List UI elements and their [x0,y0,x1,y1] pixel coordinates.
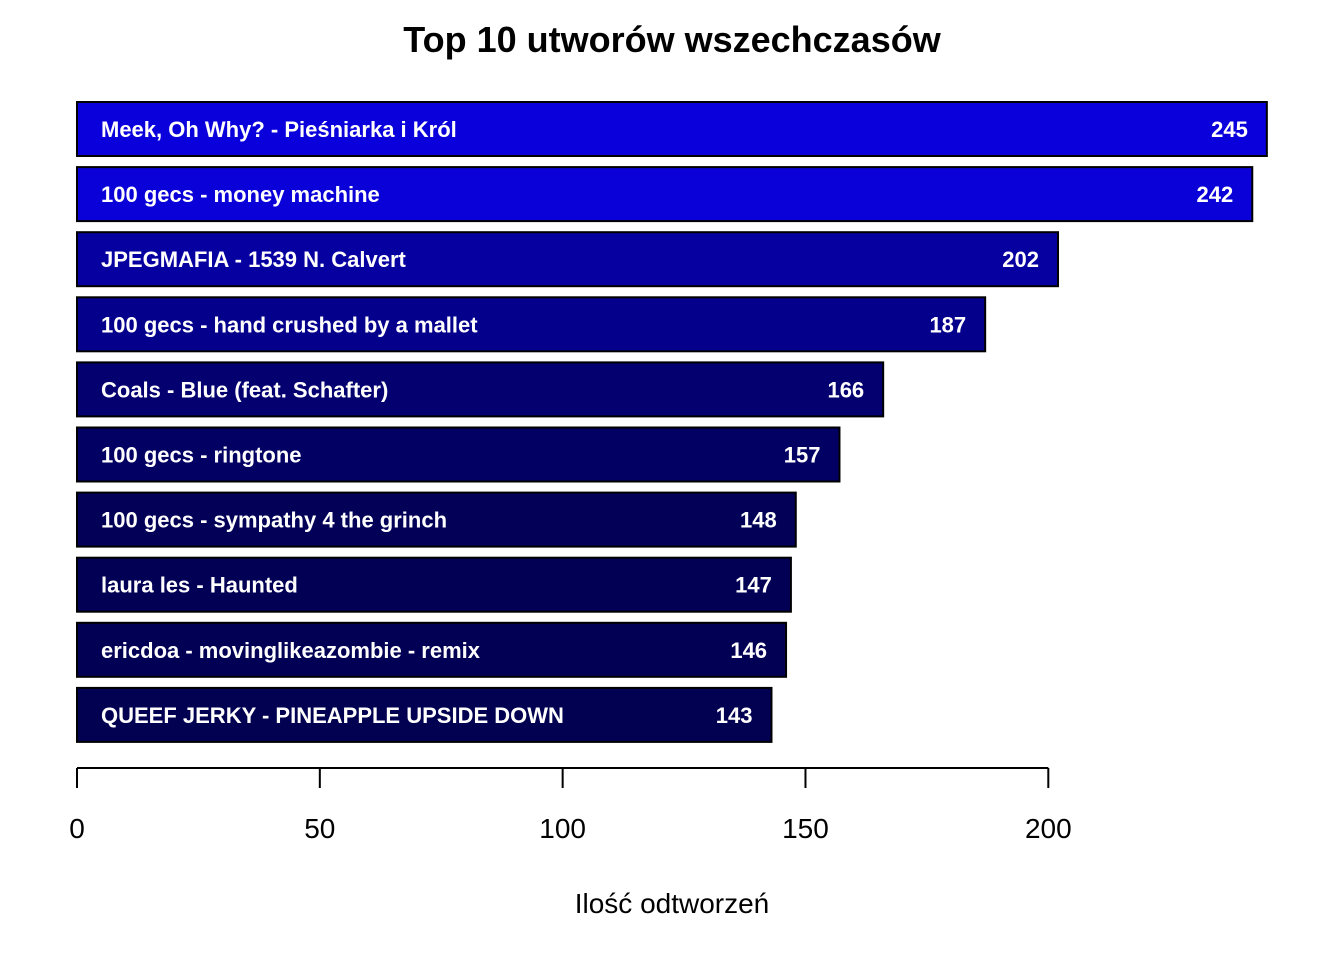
bar-6 [76,426,841,483]
bar-10 [76,686,773,743]
x-tick-label: 0 [69,813,85,844]
chart-title: Top 10 utworów wszechczasów [403,19,941,60]
bar-value-label: 245 [1211,117,1248,142]
bar-7 [76,491,797,548]
bar-category-label: ericdoa - movinglikeazombie - remix [101,638,481,663]
bar-9 [76,621,788,678]
bar-category-label: 100 gecs - hand crushed by a mallet [101,312,478,337]
bar-2 [76,166,1254,223]
x-tick-label: 50 [304,813,335,844]
x-tick-label: 150 [782,813,829,844]
bar-category-label: 100 gecs - money machine [101,182,380,207]
bar-3 [76,231,1060,288]
bar-5 [76,361,885,418]
bar-8 [76,556,792,613]
bar-value-label: 187 [929,312,966,337]
bar-value-label: 157 [784,443,821,468]
bar-value-label: 148 [740,508,777,533]
bar-value-label: 146 [730,638,767,663]
bar-category-label: Meek, Oh Why? - Pieśniarka i Król [101,117,457,142]
bar-category-label: laura les - Haunted [101,573,298,598]
x-axis: 0 50 100 150 200 [69,767,1072,844]
x-tick-label: 100 [539,813,586,844]
x-axis-title: Ilość odtworzeń [575,888,770,919]
bar-category-label: JPEGMAFIA - 1539 N. Calvert [101,247,407,272]
bar-category-label: QUEEF JERKY - PINEAPPLE UPSIDE DOWN [101,703,564,728]
bar-category-label: 100 gecs - sympathy 4 the grinch [101,508,447,533]
bar-value-label: 147 [735,573,772,598]
bar-4 [76,296,987,353]
bar-value-label: 202 [1002,247,1039,272]
bars-group: Meek, Oh Why? - Pieśniarka i Król 245 100 … [76,101,1268,743]
bar-value-label: 166 [827,377,864,402]
x-tick-label: 200 [1025,813,1072,844]
bar-value-label: 242 [1197,182,1234,207]
bar-category-label: 100 gecs - ringtone [101,443,302,468]
bar-category-label: Coals - Blue (feat. Schafter) [101,377,388,402]
bar-value-label: 143 [716,703,753,728]
bar-1 [76,101,1268,157]
